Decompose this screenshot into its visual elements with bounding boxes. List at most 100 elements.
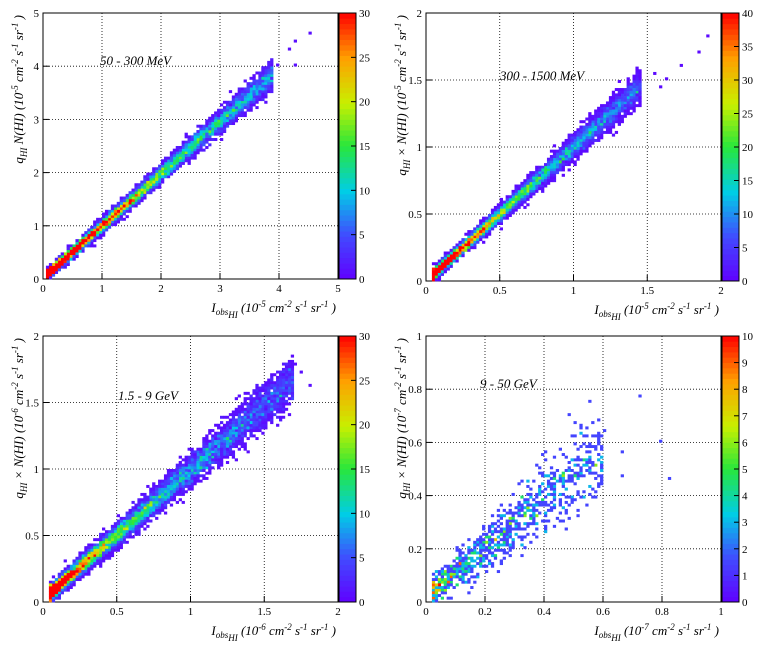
heatmap-cell	[261, 421, 265, 425]
colorbar-swatch	[339, 373, 356, 379]
heatmap-cell	[561, 149, 565, 153]
heatmap-cell	[66, 570, 70, 574]
heatmap-cell	[588, 484, 592, 488]
heatmap-cell	[487, 219, 492, 223]
heatmap-cell	[514, 187, 518, 191]
heatmap-cell	[576, 157, 580, 161]
heatmap-cell	[143, 503, 147, 507]
heatmap-cell	[113, 527, 118, 531]
heatmap-cell	[564, 152, 568, 156]
heatmap-cell	[90, 241, 94, 245]
heatmap-cell	[293, 63, 297, 67]
heatmap-cell	[273, 399, 277, 403]
heatmap-cell	[570, 147, 574, 150]
heatmap-cell	[638, 71, 642, 75]
heatmap-cell	[228, 108, 233, 112]
heatmap-cell	[231, 453, 236, 456]
heatmap-cell	[57, 596, 61, 600]
heatmap-cell	[234, 119, 238, 123]
x-tick-label: 0	[40, 606, 46, 618]
heatmap-cell	[231, 415, 236, 419]
heatmap-cell	[190, 463, 194, 467]
heatmap-cell	[231, 122, 236, 126]
heatmap-cell	[499, 227, 503, 231]
heatmap-cell	[143, 193, 147, 197]
heatmap-cell	[214, 439, 218, 443]
heatmap-cell	[190, 153, 194, 157]
heatmap-cell	[482, 538, 486, 542]
heatmap-cell	[564, 500, 568, 504]
heatmap-cell	[541, 187, 545, 191]
heatmap-cell	[270, 84, 274, 88]
heatmap-cell	[163, 159, 168, 163]
heatmap-cell	[273, 391, 277, 395]
heatmap-cell	[152, 188, 156, 192]
heatmap-cell	[155, 172, 159, 176]
heatmap-cell	[72, 564, 76, 568]
heatmap-cell	[249, 98, 253, 102]
heatmap-cell	[190, 453, 194, 456]
heatmap-cell	[228, 122, 233, 126]
heatmap-cell	[476, 232, 480, 236]
heatmap-cell	[564, 479, 568, 483]
heatmap-cell	[152, 500, 156, 504]
heatmap-cell	[96, 562, 100, 566]
heatmap-cell	[544, 173, 548, 177]
heatmap-cell	[591, 114, 595, 118]
y-tick-label: 1	[417, 142, 423, 154]
heatmap-cell	[617, 117, 621, 121]
heatmap-cell	[529, 192, 533, 196]
heatmap-cell	[287, 375, 292, 379]
heatmap-cell	[131, 506, 135, 510]
heatmap-cell	[588, 130, 592, 134]
heatmap-cell	[467, 230, 471, 234]
heatmap-cell	[600, 133, 604, 137]
heatmap-cell	[496, 219, 501, 223]
heatmap-cell	[479, 224, 483, 228]
heatmap-cell	[479, 559, 483, 563]
heatmap-cell	[181, 490, 185, 494]
heatmap-cell	[555, 168, 560, 172]
heatmap-cell	[57, 260, 61, 264]
heatmap-cell	[255, 415, 259, 419]
heatmap-cell	[96, 546, 100, 550]
heatmap-cell	[93, 559, 97, 563]
heatmap-cell	[146, 503, 150, 507]
heatmap-cell	[431, 599, 436, 603]
heatmap-cell	[225, 116, 230, 120]
heatmap-cell	[196, 474, 200, 478]
heatmap-cell	[199, 132, 203, 136]
heatmap-cell	[573, 130, 577, 134]
heatmap-cell	[629, 90, 633, 94]
heatmap-cell	[496, 543, 501, 547]
heatmap-cell	[75, 559, 79, 563]
heatmap-cell	[588, 455, 592, 459]
heatmap-cell	[273, 389, 277, 393]
heatmap-cell	[217, 124, 221, 128]
heatmap-cell	[110, 217, 115, 221]
heatmap-cell	[243, 413, 247, 417]
heatmap-cell	[517, 184, 521, 188]
heatmap-cell	[279, 370, 283, 374]
heatmap-cell	[440, 572, 444, 576]
heatmap-cell	[63, 583, 67, 587]
heatmap-cell	[84, 241, 88, 245]
heatmap-cell	[104, 535, 109, 539]
heatmap-cell	[508, 211, 512, 215]
heatmap-cell	[69, 567, 73, 571]
heatmap-cell	[190, 471, 194, 475]
colorbar-swatch	[339, 495, 356, 502]
heatmap-cell	[514, 532, 518, 536]
heatmap-cell	[214, 132, 218, 136]
heatmap-cell	[541, 184, 545, 188]
heatmap-cell	[90, 244, 94, 248]
heatmap-cell	[140, 516, 144, 520]
heatmap-cell	[517, 535, 521, 539]
heatmap-cell	[538, 503, 542, 507]
heatmap-cell	[155, 516, 159, 520]
heatmap-cell	[51, 263, 56, 266]
heatmap-cell	[567, 479, 571, 483]
heatmap-cell	[493, 205, 498, 209]
heatmap-cell	[582, 463, 586, 467]
heatmap-cell	[214, 122, 218, 126]
